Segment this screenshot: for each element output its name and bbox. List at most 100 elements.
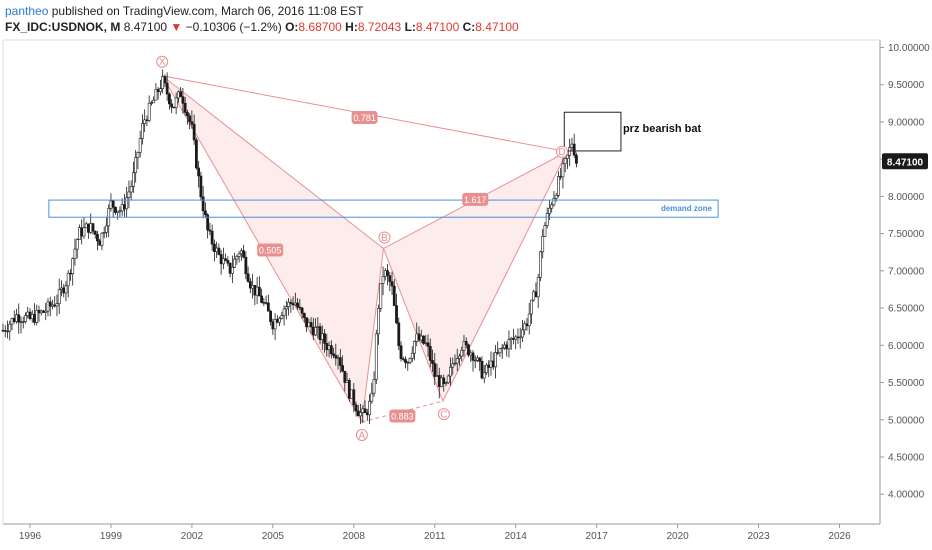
candle-body [100,232,104,246]
candle-body [217,247,221,255]
prz-box [563,111,622,152]
candle-body [93,230,97,235]
candle-body [453,362,457,365]
ratio-label: 0.781 [353,113,376,123]
x-tick-label: 2014 [505,531,528,542]
y-tick-label: 4.50000 [888,452,925,463]
candle-body [150,102,153,104]
x-tick-label: 2020 [666,531,689,542]
candle-body [361,408,365,413]
candle-body [289,302,293,304]
candle-body [257,286,261,297]
candle-body [311,326,315,336]
candle-body [282,308,286,317]
candle-body [543,225,547,237]
candle-body [230,266,234,274]
candle-body [280,315,284,319]
candle-body [273,319,277,330]
high-label: H: [345,20,358,34]
x-tick-label: 1996 [19,531,42,542]
candle-body [185,112,189,117]
candle-body [527,313,531,327]
candle-body [235,256,239,260]
demand-zone-label: demand zone [661,204,713,213]
candle-body [401,358,405,360]
candle-body [408,358,412,363]
candle-body [482,372,486,379]
point-label-b: B [381,233,388,244]
candle-body [316,326,320,328]
candle-body [417,333,421,341]
candle-body [46,301,50,312]
candle-body [66,272,70,287]
symbol-name[interactable]: FX_IDC:USDNOK, M [5,20,121,34]
publish-info: pantheo published on TradingView.com, Ma… [5,4,363,18]
demand-zone-box [48,199,719,218]
candle-body [78,227,81,240]
candle-body [359,412,362,417]
candle-body [53,304,57,307]
candle-body [82,227,86,237]
candle-body [30,314,34,319]
candle-body [194,139,198,169]
candle-body [118,210,122,212]
candle-body [557,176,560,196]
candle-body [71,258,75,275]
candle-body [431,360,434,364]
candle-body [284,306,288,310]
candle-body [377,308,380,335]
candle-body [566,154,569,159]
candle-body [287,302,290,308]
candle-body [473,359,477,362]
publish-text: published on TradingView.com, March 06, … [51,4,364,18]
candle-body [8,323,12,332]
x-tick-label: 2011 [424,531,446,542]
candle-body [309,322,313,328]
point-label-c: C [440,410,447,421]
candle-body [145,119,149,121]
candle-body [203,210,207,216]
candle-body [350,389,353,399]
candle-body [109,200,113,209]
candle-body [141,123,144,139]
candle-body [174,97,178,108]
candle-body [554,194,558,199]
candle-body [219,254,223,265]
candle-body [552,198,556,206]
candle-body [190,121,194,125]
candle-body [120,204,124,212]
candle-body [444,382,448,384]
candle-body [127,191,131,198]
candle-body [296,302,299,308]
candle-body [462,341,466,351]
candle-body [327,345,331,351]
candle-body [521,329,524,338]
candle-body [75,239,79,250]
candle-body [559,176,563,178]
candle-body [424,342,428,344]
y-tick-label: 9.00000 [888,117,925,128]
candle-body [516,336,520,339]
candle-body [152,99,156,104]
author-link[interactable]: pantheo [5,4,49,18]
candle-body [291,303,295,306]
candle-body [449,366,452,377]
candle-body [208,229,212,232]
candle-body [478,357,482,362]
candle-body [302,313,306,318]
candle-body [561,163,565,178]
candle-body [341,365,344,372]
candle-body [485,364,488,374]
candle-body [168,93,171,105]
candle-body [161,76,165,89]
candle-body [224,258,228,261]
candle-body [181,96,185,104]
candle-body [102,232,106,234]
candle-body [356,410,360,417]
open-label: O: [285,20,299,34]
candle-body [172,106,176,109]
candle-body [253,284,257,296]
candle-body [363,408,367,414]
candle-body [298,306,302,309]
